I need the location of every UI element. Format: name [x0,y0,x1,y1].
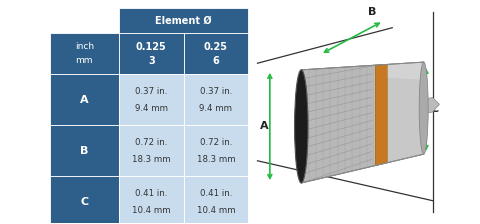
Bar [49,74,119,125]
Text: 18.3 mm: 18.3 mm [197,155,235,164]
Text: inch: inch [75,43,94,52]
Text: B: B [80,146,88,156]
Polygon shape [388,62,424,80]
Bar [119,8,248,33]
Polygon shape [301,62,424,183]
Bar [49,176,119,224]
Text: 0.125: 0.125 [136,42,167,52]
Text: 0.37 in.: 0.37 in. [135,87,168,96]
Text: 0.37 in.: 0.37 in. [200,87,232,96]
Text: 0.72 in.: 0.72 in. [200,138,232,147]
Bar [119,176,184,224]
Text: C: C [431,104,439,114]
Ellipse shape [419,62,428,154]
Text: Element Ø: Element Ø [156,15,212,26]
Polygon shape [420,98,439,114]
Ellipse shape [295,70,308,183]
Bar [49,33,119,74]
Text: 6: 6 [213,56,219,66]
Text: 0.25: 0.25 [204,42,228,52]
Text: A: A [80,95,89,105]
Polygon shape [388,62,424,163]
Text: 9.4 mm: 9.4 mm [135,104,168,113]
Text: 10.4 mm: 10.4 mm [132,206,171,215]
Polygon shape [375,64,388,166]
Text: 18.3 mm: 18.3 mm [132,155,171,164]
Text: 0.41 in.: 0.41 in. [200,189,232,198]
Text: mm: mm [75,56,93,65]
Bar [184,125,248,176]
Text: 0.41 in.: 0.41 in. [135,189,168,198]
Bar [49,125,119,176]
Bar [184,74,248,125]
Bar [184,176,248,224]
Polygon shape [301,65,374,183]
Text: 0.72 in.: 0.72 in. [135,138,168,147]
Text: B: B [368,7,376,17]
Text: 10.4 mm: 10.4 mm [197,206,235,215]
Bar [119,74,184,125]
Text: A: A [260,121,268,131]
Bar [119,125,184,176]
Text: 9.4 mm: 9.4 mm [199,104,232,113]
Text: C: C [80,197,88,207]
Bar [119,33,184,74]
Text: 3: 3 [148,56,155,66]
Bar [184,33,248,74]
